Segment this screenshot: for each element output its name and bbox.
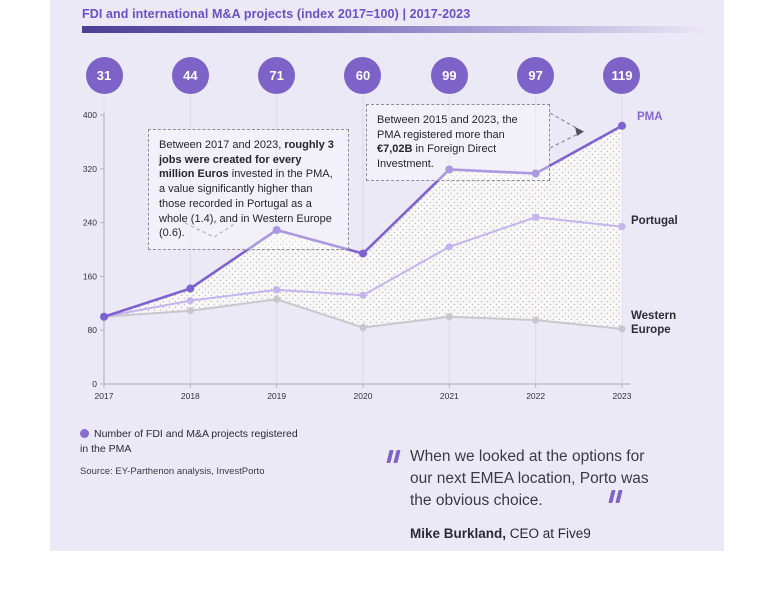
annotation-text: in Foreign Direct Investment. <box>377 143 497 171</box>
annotation-text: invested in the PMA, a value significant… <box>159 168 333 240</box>
annotation-text: Between 2015 and 2023, the PMA registere… <box>377 114 518 141</box>
legend-label: Number of FDI and M&A projects registere… <box>80 428 298 455</box>
count-badge-2020: 60 <box>344 57 382 94</box>
page-title: FDI and international M&A projects (inde… <box>82 7 471 21</box>
annotation-text: €7,02B <box>377 143 413 156</box>
open-quote-icon <box>386 450 401 463</box>
series-label-western-europe: Western Europe <box>631 310 677 336</box>
count-badge-2021: 99 <box>430 57 468 94</box>
annotation-fdi-total: Between 2015 and 2023, the PMA registere… <box>366 104 550 181</box>
quote-text: When we looked at the options for our ne… <box>410 448 649 509</box>
close-quote-icon <box>608 490 623 503</box>
series-label-pma: PMA <box>637 111 663 123</box>
source-note: Source: EY-Parthenon analysis, InvestPor… <box>80 466 265 477</box>
annotation-text: Between 2017 and 2023, <box>159 139 285 151</box>
quote-attribution: Mike Burkland, CEO at Five9 <box>410 526 668 541</box>
count-badge-2018: 44 <box>171 57 209 94</box>
quote-author: Mike Burkland, <box>410 526 507 541</box>
annotation-text: roughly 3 jobs were created for every mi… <box>159 139 334 181</box>
quote-block: When we looked at the options for our ne… <box>386 446 668 541</box>
count-badge-2019: 71 <box>258 57 296 94</box>
quote-role: CEO at Five9 <box>506 526 591 541</box>
legend-dot-icon <box>80 429 89 438</box>
count-badge-2017: 31 <box>85 57 123 94</box>
series-label-portugal: Portugal <box>631 215 678 227</box>
title-gradient-rule <box>82 26 712 33</box>
annotation-jobs-created: Between 2017 and 2023, roughly 3 jobs we… <box>148 129 349 251</box>
count-badge-2023: 119 <box>603 57 641 94</box>
chart-legend: Number of FDI and M&A projects registere… <box>80 427 302 456</box>
count-badge-2022: 97 <box>517 57 555 94</box>
